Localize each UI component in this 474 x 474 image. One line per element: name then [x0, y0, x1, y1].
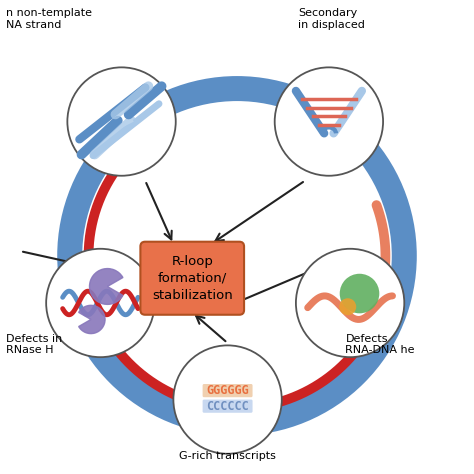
FancyBboxPatch shape — [202, 400, 253, 413]
Circle shape — [275, 67, 383, 176]
Wedge shape — [90, 269, 123, 304]
Text: n non-template
NA strand: n non-template NA strand — [6, 9, 92, 30]
Circle shape — [173, 346, 282, 454]
Wedge shape — [79, 305, 105, 334]
Circle shape — [67, 67, 176, 176]
Text: Defects in
RNase H: Defects in RNase H — [6, 334, 63, 355]
FancyBboxPatch shape — [140, 242, 244, 315]
Circle shape — [340, 274, 379, 313]
Circle shape — [46, 249, 155, 357]
Circle shape — [296, 249, 404, 357]
Text: R-loop
formation/
stabilization: R-loop formation/ stabilization — [152, 255, 233, 302]
Text: G-rich transcripts: G-rich transcripts — [179, 451, 276, 461]
Text: Defects
RNA-DNA he: Defects RNA-DNA he — [346, 334, 415, 355]
Text: Secondary
in displaced: Secondary in displaced — [298, 9, 365, 30]
Text: CCCCCC: CCCCCC — [206, 400, 249, 413]
Circle shape — [339, 298, 356, 315]
FancyBboxPatch shape — [202, 384, 253, 397]
Text: GGGGGG: GGGGGG — [206, 384, 249, 397]
